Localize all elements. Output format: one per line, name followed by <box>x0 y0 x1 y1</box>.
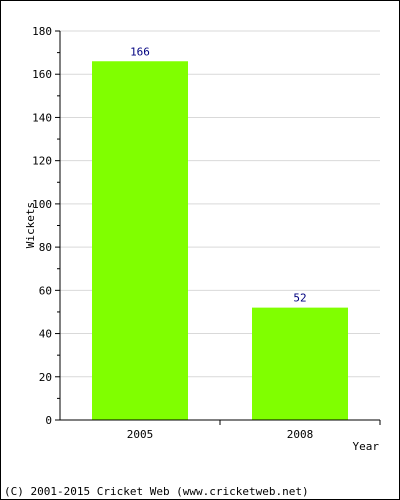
y-tick-label: 100 <box>32 198 52 211</box>
x-tick-label: 2008 <box>287 428 314 441</box>
x-tick-label: 2005 <box>127 428 154 441</box>
y-tick-label: 20 <box>39 371 52 384</box>
bar-value-label: 166 <box>130 45 150 58</box>
x-axis-title: Year <box>353 440 380 453</box>
y-tick-label: 40 <box>39 328 52 341</box>
y-axis-title: Wickets <box>24 202 37 248</box>
bar-2008 <box>252 307 348 420</box>
axes <box>55 30 381 425</box>
labels: 0 20 40 60 80 100 120 140 160 180 166 2005 52 2008 <box>32 25 313 441</box>
y-tick-label: 60 <box>39 284 52 297</box>
y-tick-label: 0 <box>45 414 52 427</box>
bars <box>92 61 348 420</box>
bar-2005 <box>92 61 188 420</box>
y-tick-label: 80 <box>39 241 52 254</box>
y-tick-label: 160 <box>32 68 52 81</box>
y-tick-label: 180 <box>32 25 52 38</box>
copyright-footer: (C) 2001-2015 Cricket Web (www.cricketwe… <box>4 485 309 498</box>
bar-value-label: 52 <box>293 292 306 305</box>
y-tick-label: 120 <box>32 155 52 168</box>
y-tick-label: 140 <box>32 111 52 124</box>
